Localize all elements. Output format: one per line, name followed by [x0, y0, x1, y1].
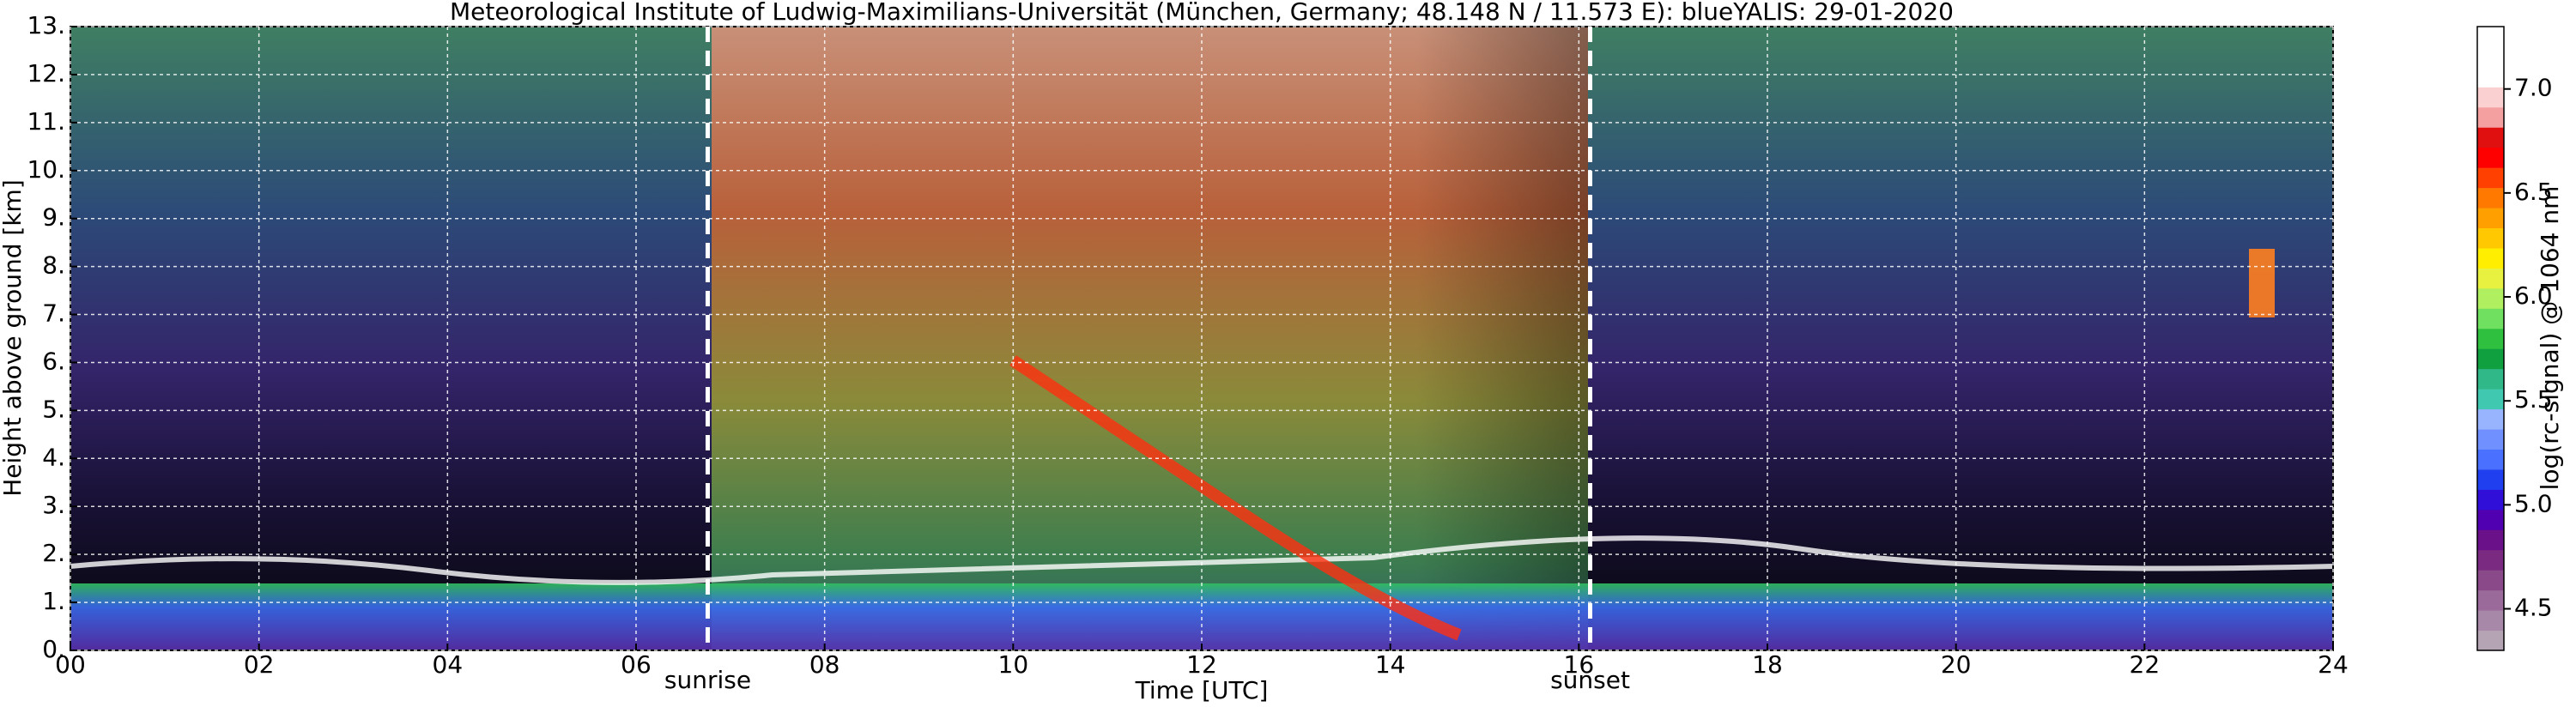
y-tick-label: 11. — [27, 107, 65, 136]
colorbar-segment — [2477, 529, 2504, 551]
colorbar-segment — [2477, 610, 2504, 631]
colorbar-tick-label: 7.0 — [2514, 74, 2553, 102]
y-tick-label: 0. — [42, 635, 65, 663]
colorbar-segment — [2477, 227, 2504, 249]
cloud-patch — [2249, 249, 2275, 317]
colorbar-segment — [2477, 127, 2504, 148]
colorbar-segment — [2477, 66, 2504, 88]
colorbar-segment — [2477, 106, 2504, 128]
colorbar-segment — [2477, 187, 2504, 208]
y-tick-label: 5. — [42, 395, 65, 423]
colorbar-segment — [2477, 348, 2504, 370]
colorbar-segment — [2477, 87, 2504, 108]
x-tick-label: 20 — [1941, 650, 1972, 679]
colorbar-segment — [2477, 549, 2504, 571]
colorbar-tick-label: 6.5 — [2514, 178, 2553, 206]
chart-title: Meteorological Institute of Ludwig-Maxim… — [450, 0, 1954, 26]
y-tick-label: 1. — [42, 587, 65, 615]
x-tick-label: 24 — [2318, 650, 2349, 679]
x-tick-label: 18 — [1752, 650, 1783, 679]
x-tick-label: 06 — [621, 650, 652, 679]
colorbar-segment — [2477, 287, 2504, 309]
colorbar-segment — [2477, 509, 2504, 530]
colorbar-segment — [2477, 449, 2504, 470]
y-tick-label: 10. — [27, 155, 65, 184]
colorbar-segment — [2477, 589, 2504, 611]
colorbar-segment — [2477, 408, 2504, 430]
layer-top — [70, 535, 2334, 585]
cloud-layer — [1009, 355, 1462, 641]
colorbar-segment — [2477, 147, 2504, 168]
colorbar-segment — [2477, 167, 2504, 189]
x-tick-label: 04 — [433, 650, 464, 679]
colorbar-segment — [2477, 27, 2504, 47]
y-tick-label: 8. — [42, 251, 65, 280]
colorbar-tick-label: 5.0 — [2514, 489, 2553, 517]
x-tick-label: 12 — [1186, 650, 1217, 679]
colorbar-segment — [2477, 570, 2504, 591]
colorbar-tick-label: 4.5 — [2514, 594, 2553, 622]
colorbar-label: log(rc-signal) @ 1064 nm — [2536, 186, 2564, 491]
day-fade — [1416, 27, 1588, 650]
colorbar-segment — [2477, 630, 2504, 651]
colorbar-segment — [2477, 368, 2504, 390]
colorbar-segment — [2477, 389, 2504, 410]
colorbar-segment — [2477, 268, 2504, 289]
y-axis-label: Height above ground [km] — [0, 179, 27, 497]
y-tick-label: 2. — [42, 539, 65, 567]
colorbar-segment — [2477, 308, 2504, 329]
y-tick-label: 3. — [42, 491, 65, 519]
colorbar-tick-label: 6.0 — [2514, 281, 2553, 310]
y-tick-label: 4. — [42, 443, 65, 471]
colorbar-segment — [2477, 489, 2504, 511]
x-tick-label: 14 — [1375, 650, 1406, 679]
x-axis-label: Time [UTC] — [1135, 676, 1269, 704]
y-tick-label: 12. — [27, 59, 65, 88]
colorbar-segment — [2477, 468, 2504, 490]
event-label: sunset — [1550, 666, 1630, 694]
colorbar-tick-label: 5.5 — [2514, 385, 2553, 414]
x-tick-label: 02 — [244, 650, 275, 679]
y-tick-label: 13. — [27, 11, 65, 39]
y-tick-label: 7. — [42, 299, 65, 328]
colorbar-segment — [2477, 328, 2504, 349]
colorbar-segment — [2477, 247, 2504, 269]
colorbar-segment — [2477, 429, 2504, 450]
event-label: sunrise — [664, 666, 751, 694]
colorbar-segment — [2477, 46, 2504, 68]
x-tick-label: 08 — [809, 650, 840, 679]
x-tick-label: 22 — [2130, 650, 2161, 679]
y-tick-label: 6. — [42, 347, 65, 375]
x-tick-label: 10 — [998, 650, 1029, 679]
y-tick-label: 9. — [42, 203, 65, 232]
colorbar-segment — [2477, 208, 2504, 229]
colorbar-frame — [2476, 26, 2505, 651]
x-tick-label: 00 — [55, 650, 86, 679]
x-tick-label: 16 — [1564, 650, 1595, 679]
